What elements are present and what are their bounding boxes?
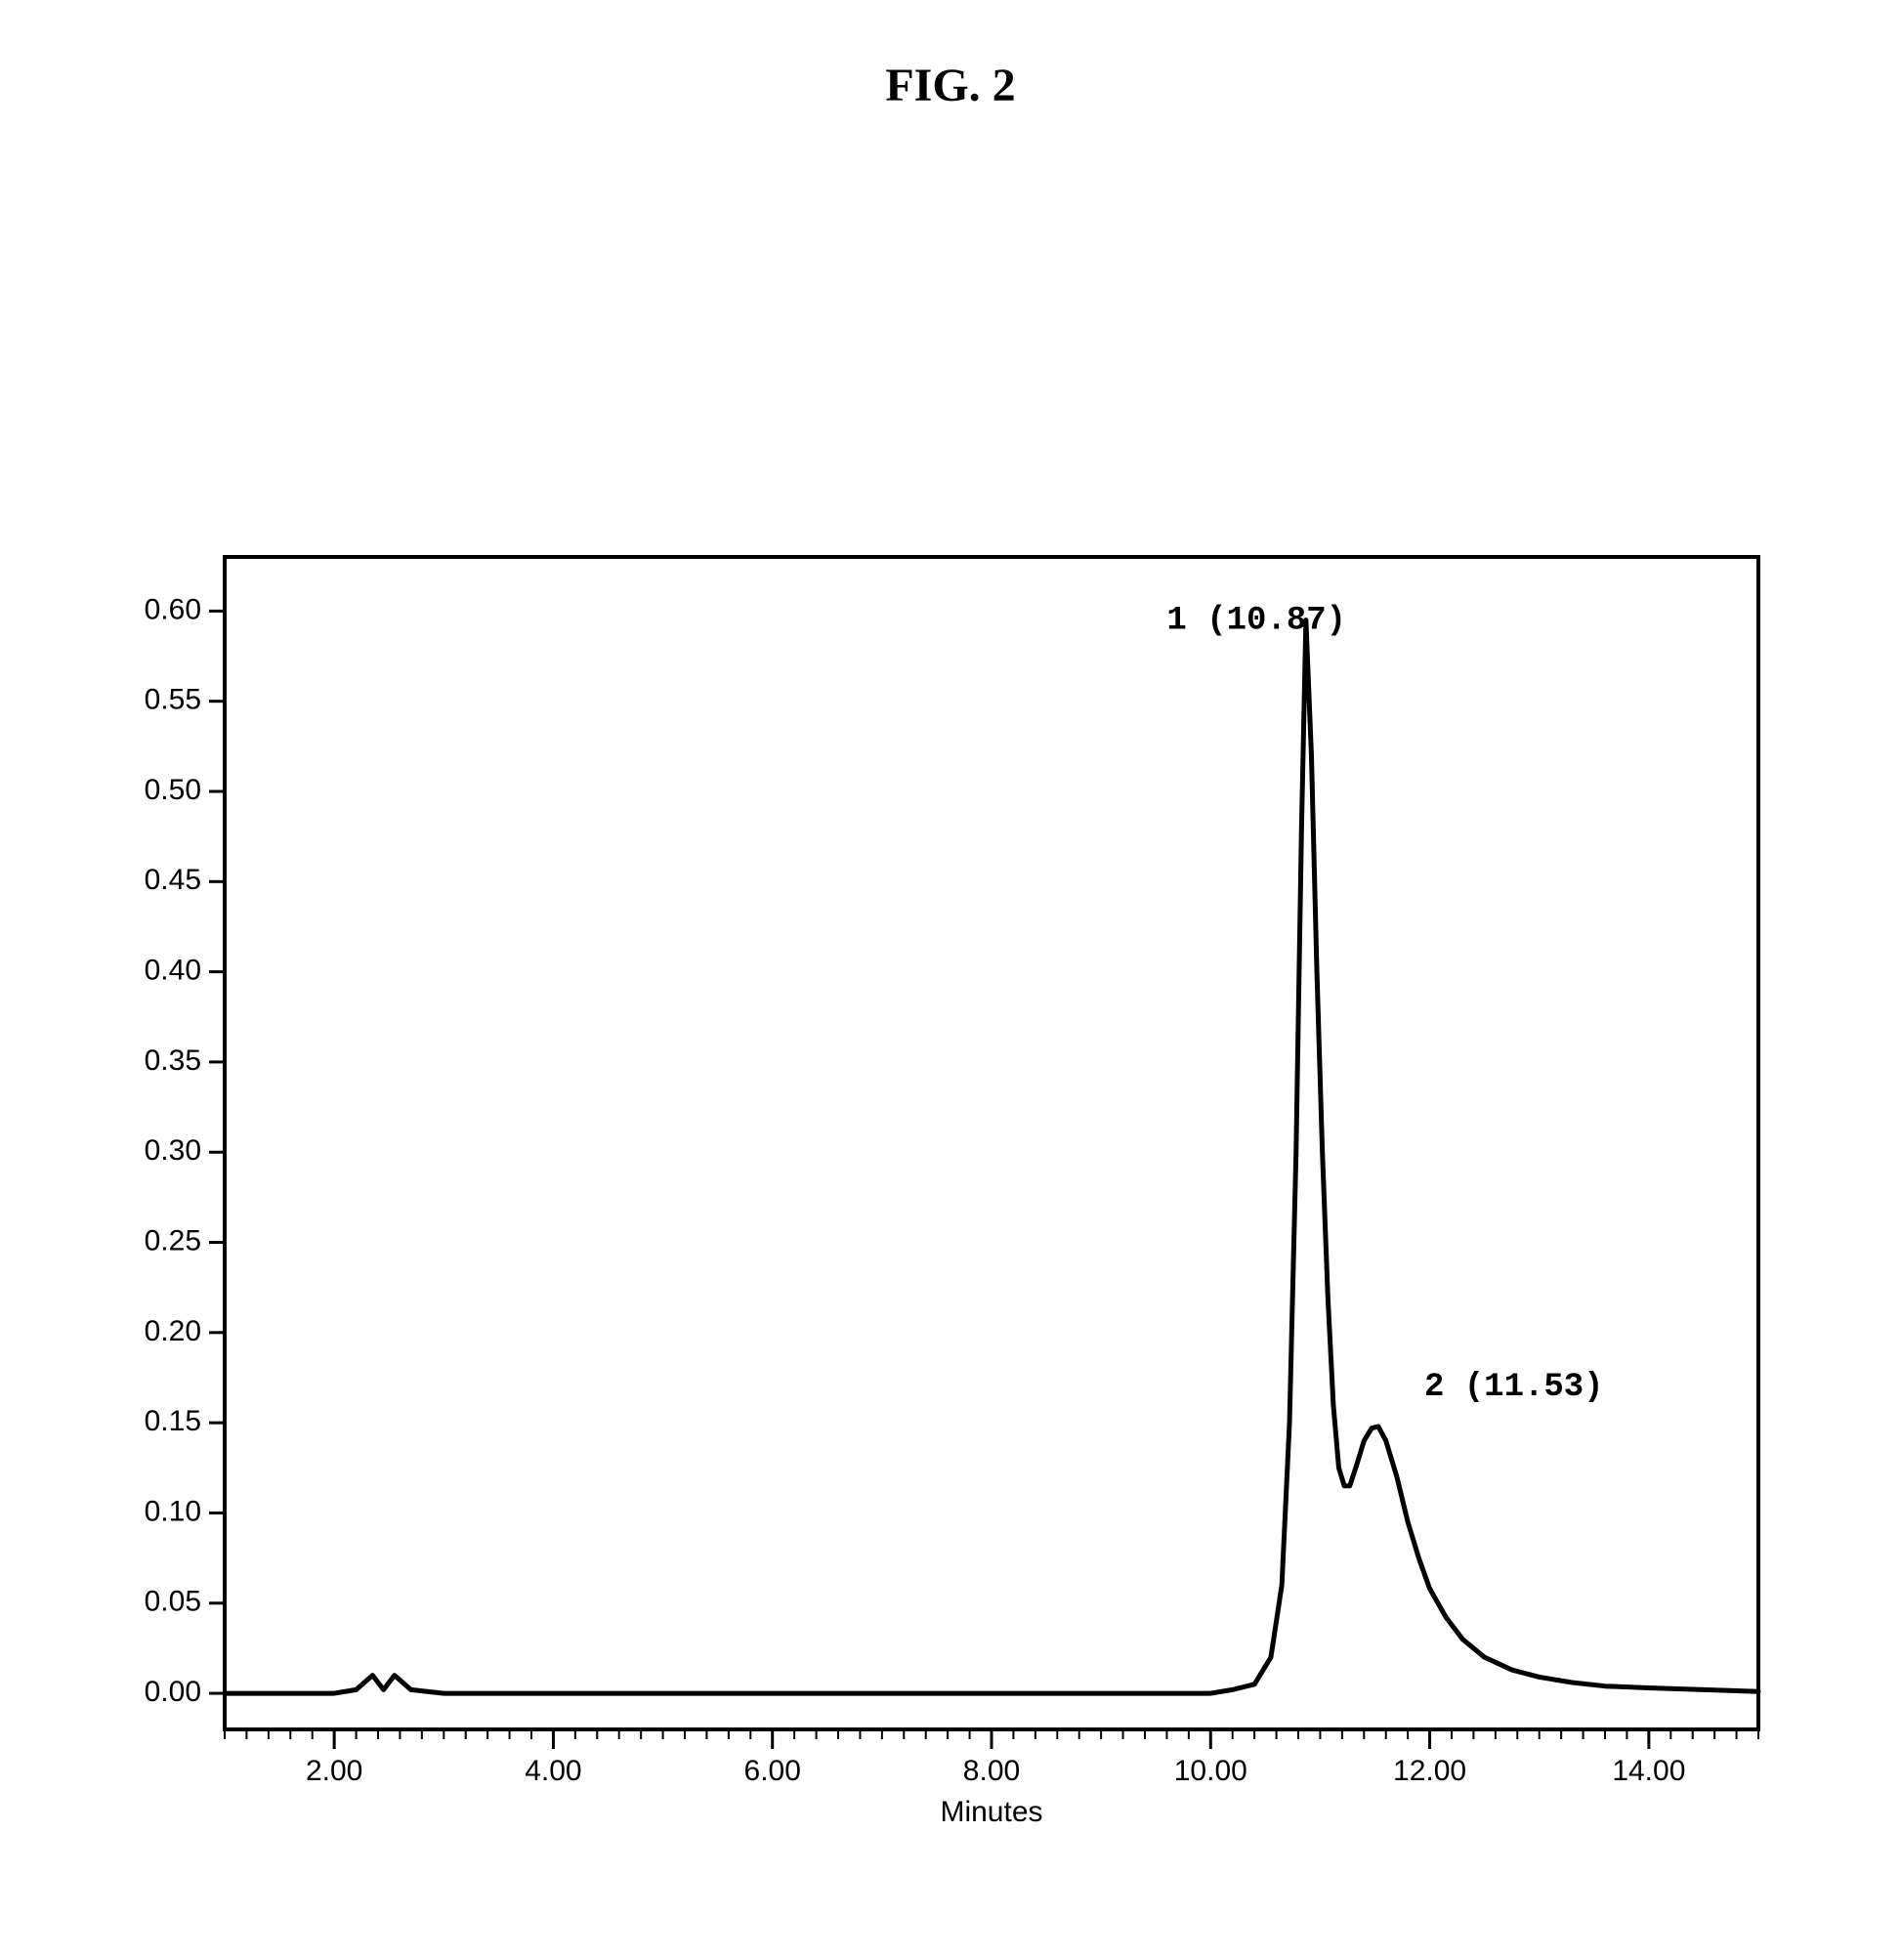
chromatogram-chart: 0.00 0.05 0.10 0.15 0.20 0.25 0.30 0.35 0.40 0.45…: [98, 547, 1778, 1856]
svg-text:0.20: 0.20: [145, 1315, 201, 1347]
svg-text:0.35: 0.35: [145, 1044, 201, 1077]
svg-text:0.40: 0.40: [145, 955, 201, 987]
svg-text:8.00: 8.00: [963, 1755, 1020, 1787]
svg-text:0.00: 0.00: [145, 1676, 201, 1708]
svg-text:0.60: 0.60: [145, 593, 201, 625]
x-axis-title: Minutes: [225, 1796, 1758, 1829]
svg-text:0.15: 0.15: [145, 1405, 201, 1437]
svg-text:0.05: 0.05: [145, 1586, 201, 1618]
svg-text:0.55: 0.55: [145, 684, 201, 716]
svg-text:0.45: 0.45: [145, 864, 201, 896]
chart-svg: 0.00 0.05 0.10 0.15 0.20 0.25 0.30 0.35 0.40 0.45…: [98, 547, 1778, 1837]
svg-text:0.25: 0.25: [145, 1224, 201, 1257]
figure-title: FIG. 2: [0, 59, 1901, 112]
page: FIG. 2 0.000.050.100.150.200.250.300.350…: [0, 0, 1901, 1960]
svg-text:10.00: 10.00: [1174, 1755, 1247, 1787]
svg-text:1 (10.87): 1 (10.87): [1166, 603, 1346, 640]
svg-text:2 (11.53): 2 (11.53): [1424, 1369, 1604, 1406]
svg-text:0.10: 0.10: [145, 1495, 201, 1527]
svg-text:14.00: 14.00: [1612, 1755, 1685, 1787]
svg-text:0.30: 0.30: [145, 1134, 201, 1167]
svg-text:12.00: 12.00: [1393, 1755, 1466, 1787]
svg-text:0.50: 0.50: [145, 774, 201, 806]
svg-text:6.00: 6.00: [744, 1755, 801, 1787]
svg-text:2.00: 2.00: [306, 1755, 362, 1787]
svg-text:4.00: 4.00: [525, 1755, 581, 1787]
